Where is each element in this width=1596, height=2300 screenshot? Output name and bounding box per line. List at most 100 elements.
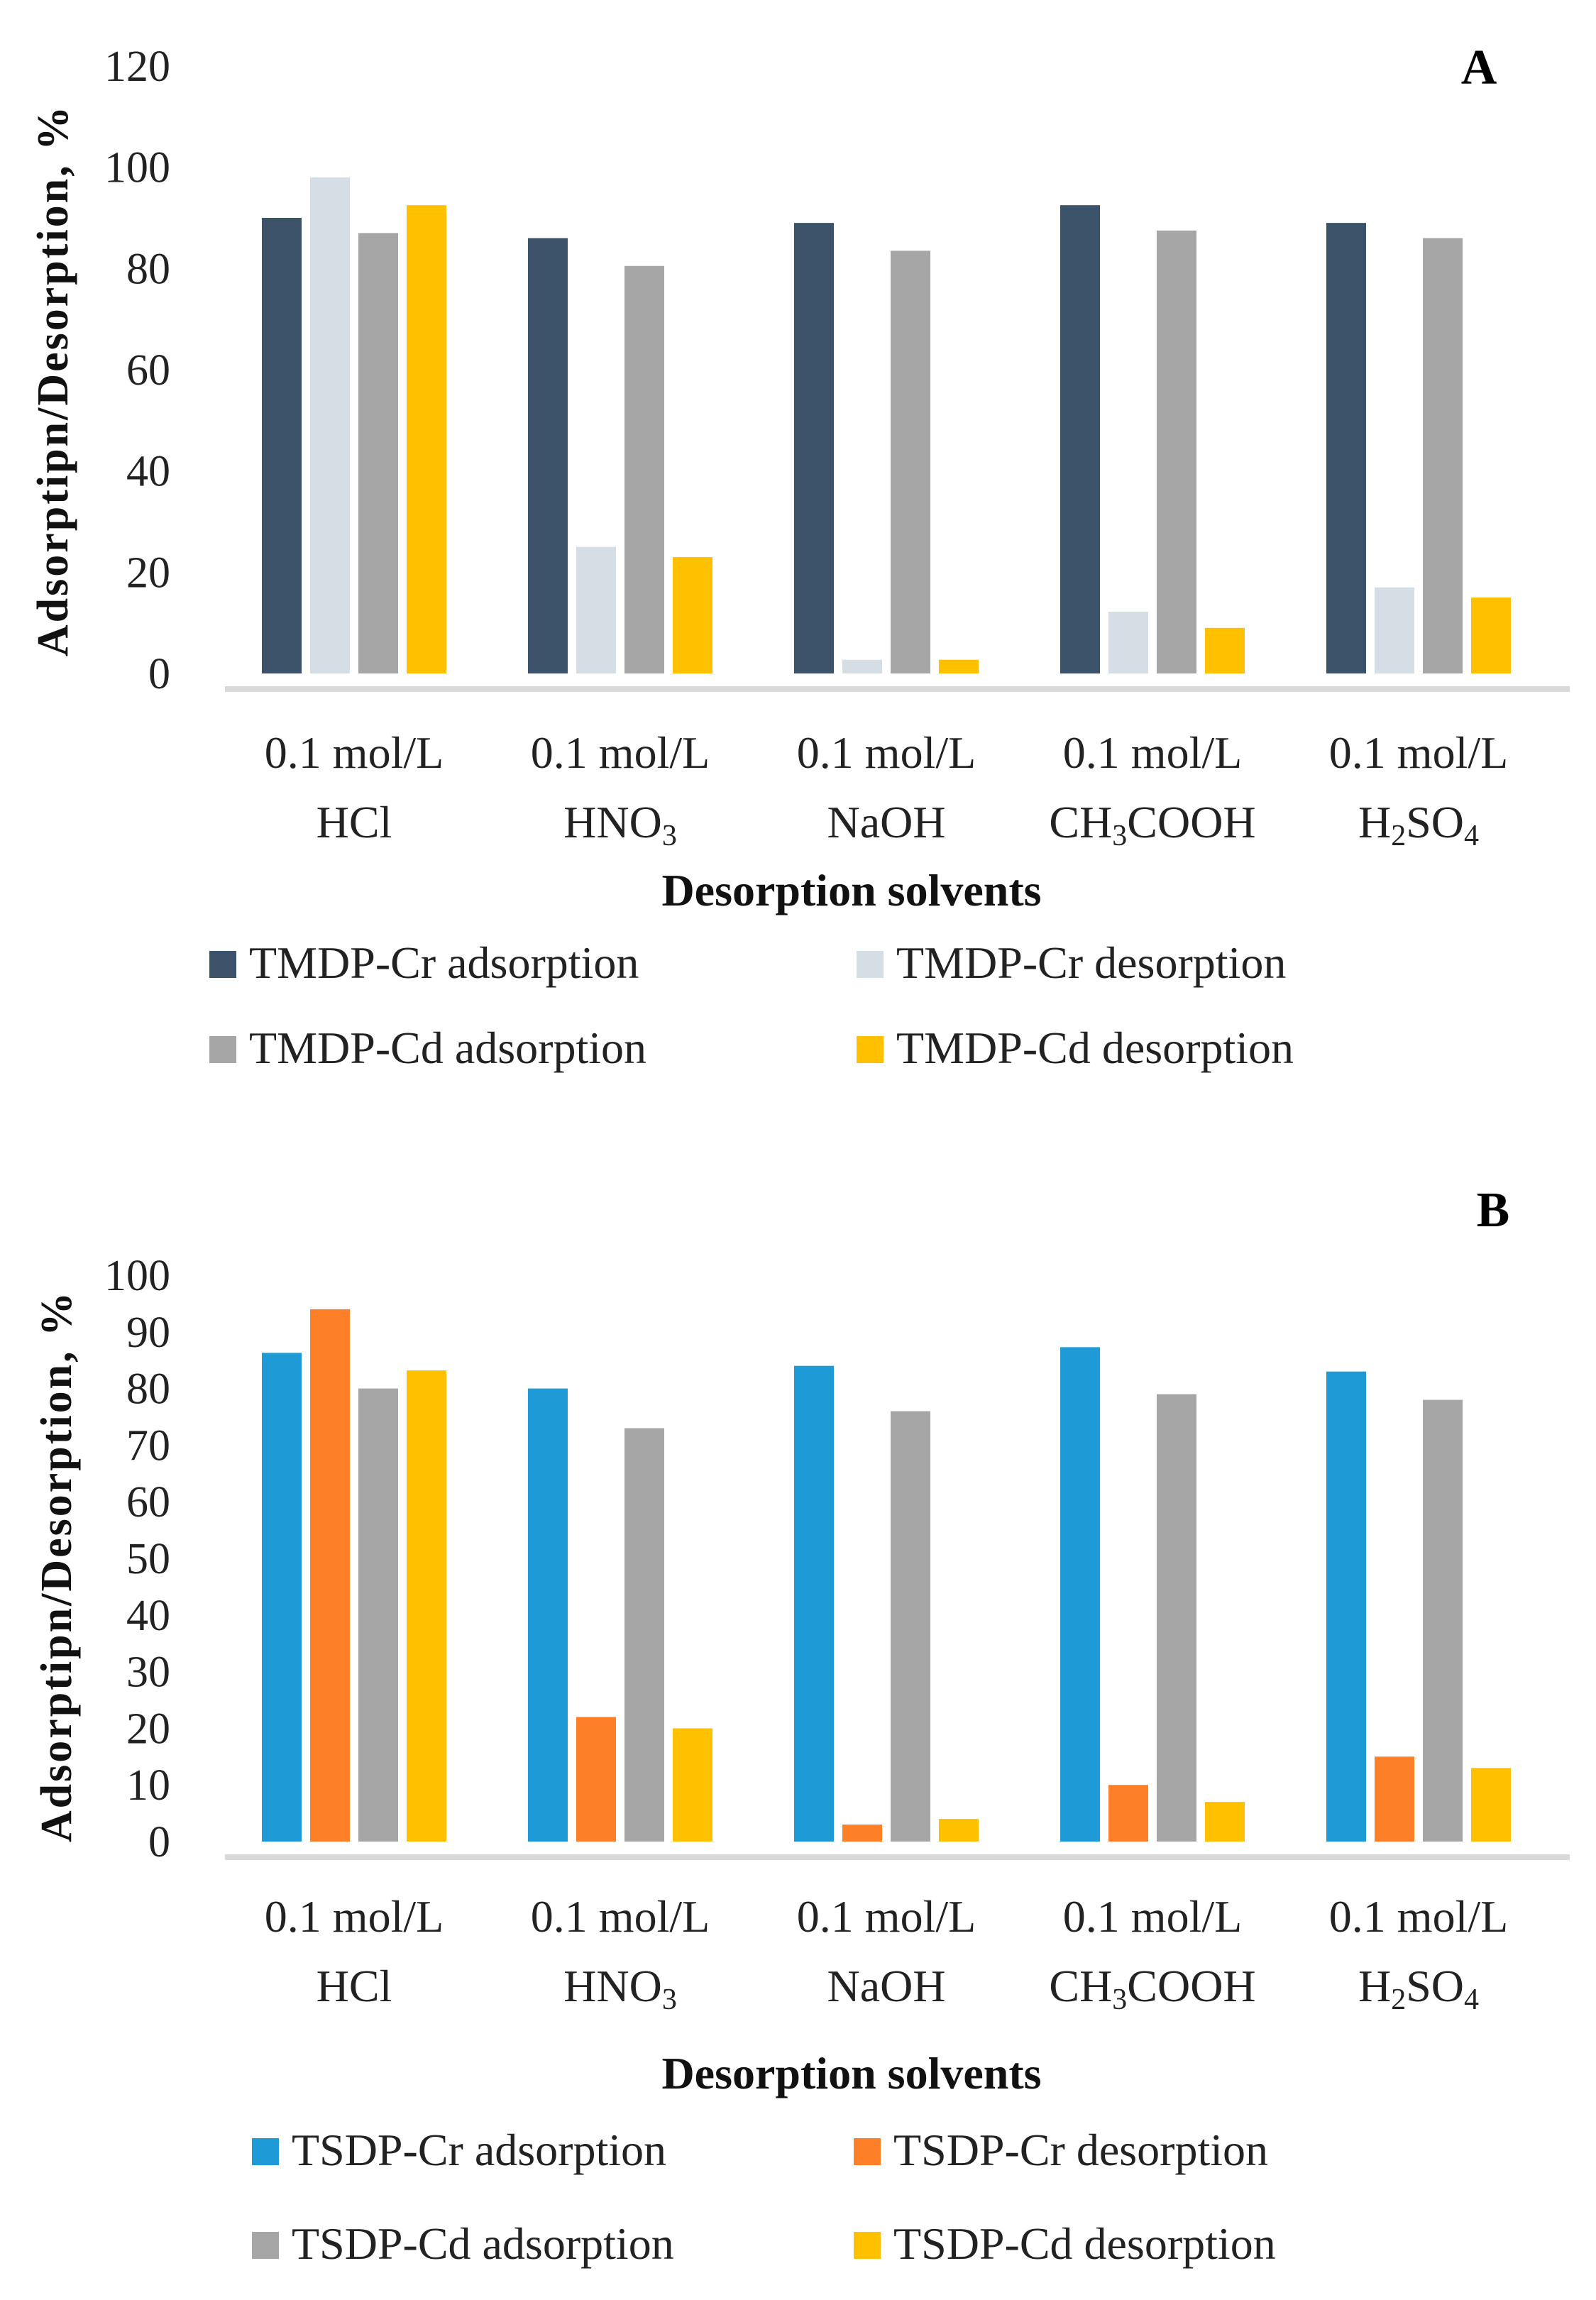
legend-label: TMDP-Cd adsorption xyxy=(249,1023,646,1073)
y-tick-label: 80 xyxy=(126,245,170,293)
x-tick-label-part: NaOH xyxy=(827,797,945,847)
y-tick-label: 10 xyxy=(126,1761,170,1810)
x-axis-title: Desorption solvents xyxy=(661,2048,1041,2098)
x-tick-label-part: HCl xyxy=(317,797,392,847)
x-tick-label-line2: CH3COOH xyxy=(1049,797,1255,852)
bar-tsdp-cd-desorption xyxy=(1205,1802,1245,1842)
bar-tsdp-cr-adsorption xyxy=(794,1365,834,1842)
legend-swatch xyxy=(209,951,236,978)
bar-tsdp-cr-desorption xyxy=(310,1309,350,1842)
bar-tsdp-cd-adsorption xyxy=(624,1428,664,1842)
legend-swatch xyxy=(252,2138,279,2165)
x-tick-label-part: H xyxy=(1358,797,1391,847)
x-tick-label-line1: 0.1 mol/L xyxy=(531,727,710,778)
legend-swatch xyxy=(854,2232,881,2259)
bar-tsdp-cr-adsorption xyxy=(1060,1347,1100,1842)
legend-label: TSDP-Cr desorption xyxy=(893,2125,1268,2175)
x-tick-label-line1: 0.1 mol/L xyxy=(797,727,976,778)
y-tick-label: 40 xyxy=(126,1592,170,1640)
y-tick-label: 50 xyxy=(126,1535,170,1583)
x-tick-label-part: HNO xyxy=(563,797,662,847)
x-tick-label-part: HCl xyxy=(317,1961,392,2011)
x-tick-label-line2: HCl xyxy=(317,797,392,847)
legend-label: TMDP-Cr adsorption xyxy=(249,937,639,988)
y-tick-label: 100 xyxy=(104,144,170,192)
x-tick-label-line2: HNO3 xyxy=(563,1961,677,2016)
bar-tsdp-cr-adsorption xyxy=(528,1388,568,1842)
legend-label: TMDP-Cd desorption xyxy=(896,1023,1294,1073)
x-tick-label-line1: 0.1 mol/L xyxy=(1329,1891,1508,1942)
chart-a: A Adsorptipn/Desorption, % 0 20 40 60 80 100 120… xyxy=(29,40,1570,1073)
x-tick-label-line1: 0.1 mol/L xyxy=(1329,727,1508,778)
bar-tmdp-cr-adsorption xyxy=(528,238,568,673)
x-tick-label-part: SO xyxy=(1406,1961,1464,2011)
bar-tmdp-cd-adsorption xyxy=(624,265,664,673)
bar-tmdp-cr-adsorption xyxy=(794,223,834,674)
bar-tsdp-cr-adsorption xyxy=(262,1353,302,1842)
subscript: 4 xyxy=(1464,1983,1479,2016)
bar-tsdp-cr-adsorption xyxy=(1326,1371,1366,1842)
x-tick-label-line2: H2SO4 xyxy=(1358,797,1479,852)
bar-tsdp-cr-desorption xyxy=(1375,1756,1414,1842)
x-tick-label-line1: 0.1 mol/L xyxy=(1063,727,1242,778)
bar-tsdp-cd-adsorption xyxy=(891,1411,930,1842)
x-tick-label-part: COOH xyxy=(1127,797,1255,847)
y-tick-label: 80 xyxy=(126,1365,170,1414)
y-axis-title: Adsorptipn/Desorption, % xyxy=(29,104,77,656)
bar-tsdp-cd-adsorption xyxy=(358,1388,398,1842)
x-tick-label-part: CH xyxy=(1049,1961,1112,2011)
bar-tmdp-cd-desorption xyxy=(1205,627,1245,673)
legend-swatch xyxy=(209,1036,236,1063)
x-axis-title: Desorption solvents xyxy=(661,865,1041,915)
bar-tmdp-cr-desorption xyxy=(1375,587,1414,673)
x-tick-label-part: H xyxy=(1358,1961,1391,2011)
legend-swatch xyxy=(854,2138,881,2165)
y-tick-label: 20 xyxy=(126,1705,170,1753)
legend-label: TSDP-Cr adsorption xyxy=(292,2125,666,2175)
bar-tmdp-cr-adsorption xyxy=(1326,223,1366,674)
y-tick-label: 0 xyxy=(148,1818,170,1866)
x-tick-label-line2: HCl xyxy=(317,1961,392,2011)
bar-tsdp-cr-desorption xyxy=(576,1717,616,1842)
bar-tsdp-cd-desorption xyxy=(673,1728,712,1842)
x-tick-label-line2: NaOH xyxy=(827,797,945,847)
y-tick-label: 30 xyxy=(126,1649,170,1697)
y-tick-label: 120 xyxy=(104,43,170,91)
subscript: 3 xyxy=(662,1983,677,2016)
y-axis-title: Adsorptipn/Desorption, % xyxy=(33,1290,81,1842)
legend-swatch xyxy=(252,2232,279,2259)
bar-tmdp-cr-adsorption xyxy=(1060,205,1100,674)
subscript: 3 xyxy=(1112,820,1127,852)
x-tick-label-part: HNO xyxy=(563,1961,662,2011)
x-tick-label-line2: H2SO4 xyxy=(1358,1961,1479,2016)
y-tick-label: 20 xyxy=(126,549,170,597)
bar-tmdp-cd-adsorption xyxy=(891,251,930,673)
bar-tsdp-cd-adsorption xyxy=(1423,1399,1463,1842)
subscript: 3 xyxy=(1112,1983,1127,2016)
bar-tsdp-cd-adsorption xyxy=(1157,1394,1196,1842)
x-tick-label-part: CH xyxy=(1049,797,1112,847)
bar-tmdp-cr-desorption xyxy=(1108,611,1148,673)
bar-tmdp-cr-desorption xyxy=(310,177,350,673)
panel-label: A xyxy=(1461,40,1497,95)
bar-tmdp-cd-adsorption xyxy=(358,233,398,673)
x-tick-label-line1: 0.1 mol/L xyxy=(265,727,444,778)
bar-tsdp-cd-desorption xyxy=(1471,1768,1511,1842)
x-tick-label-part: SO xyxy=(1406,797,1464,847)
x-tick-label-line2: HNO3 xyxy=(563,797,677,852)
x-tick-label-part: NaOH xyxy=(827,1961,945,2011)
bar-tsdp-cr-desorption xyxy=(1108,1785,1148,1842)
y-tick-label: 90 xyxy=(126,1309,170,1357)
bar-tmdp-cd-desorption xyxy=(939,659,979,673)
x-tick-label-line2: NaOH xyxy=(827,1961,945,2011)
x-tick-label-line1: 0.1 mol/L xyxy=(1063,1891,1242,1942)
y-tick-label: 100 xyxy=(104,1252,170,1300)
panel-label: B xyxy=(1477,1183,1510,1238)
subscript: 2 xyxy=(1391,820,1406,852)
subscript: 4 xyxy=(1464,820,1479,852)
legend-swatch xyxy=(857,1036,884,1063)
subscript: 2 xyxy=(1391,1983,1406,2016)
chart-b: B Adsorptipn/Desorption, % 0 10 20 30 40 50 60 70… xyxy=(33,1183,1570,2269)
bar-tmdp-cd-adsorption xyxy=(1423,238,1463,673)
